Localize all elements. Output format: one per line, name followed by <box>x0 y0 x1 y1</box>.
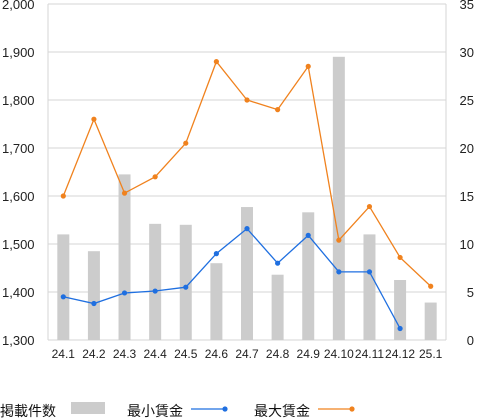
bar <box>394 280 407 340</box>
left-tick-label: 1,700 <box>2 141 35 156</box>
bar <box>179 224 192 340</box>
max-wage-point <box>275 107 281 113</box>
x-tick-label: 24.12 <box>385 347 415 361</box>
legend-label-max-wage: 最大賃金 <box>254 403 310 419</box>
max-wage-point <box>91 116 97 122</box>
legend-label-min-wage: 最小賃金 <box>127 403 183 419</box>
right-tick-label: 0 <box>467 333 474 348</box>
min-wage-point <box>275 260 281 266</box>
max-wage-point <box>305 63 311 69</box>
min-wage-point <box>336 269 342 275</box>
max-wage-point <box>336 237 342 243</box>
min-wage-point <box>305 232 311 238</box>
bar <box>363 234 376 340</box>
legend-label-bars: 掲載件数 <box>0 403 56 419</box>
min-wage-point <box>60 294 66 300</box>
right-tick-label: 25 <box>460 93 474 108</box>
left-tick-label: 1,600 <box>2 189 35 204</box>
bar <box>57 234 70 340</box>
bar <box>210 263 223 340</box>
x-tick-label: 24.10 <box>324 347 354 361</box>
legend-marker-min-wage <box>222 406 228 412</box>
right-tick-label: 15 <box>460 189 474 204</box>
bar <box>332 56 345 341</box>
min-wage-point <box>366 269 373 275</box>
x-tick-label: 25.1 <box>419 347 443 361</box>
x-tick-label: 24.1 <box>52 347 76 361</box>
x-tick-label: 24.5 <box>174 347 198 361</box>
bar <box>87 251 100 340</box>
right-tick-label: 35 <box>460 0 474 12</box>
bar <box>118 174 131 340</box>
x-tick-label: 24.9 <box>297 347 321 361</box>
max-wage-point <box>213 59 219 65</box>
bar <box>302 212 315 340</box>
left-tick-label: 1,400 <box>2 285 35 300</box>
min-wage-point <box>91 300 97 307</box>
x-tick-label: 24.3 <box>113 347 137 361</box>
bar <box>424 302 437 340</box>
max-wage-point <box>397 254 403 261</box>
line-series <box>60 59 434 332</box>
left-tick-label: 1,800 <box>2 93 35 108</box>
min-wage-line <box>63 227 401 329</box>
left-axis: 1,300 1,400 1,500 1,600 1,700 1,800 1,900 2,000 <box>2 0 35 348</box>
right-tick-label: 30 <box>460 45 474 60</box>
max-wage-point <box>60 193 66 199</box>
left-tick-label: 2,000 <box>2 0 35 12</box>
bar-series <box>57 56 437 341</box>
x-tick-label: 24.6 <box>205 347 229 361</box>
min-wage-point <box>121 290 128 296</box>
legend: 掲載件数 最小賃金 最大賃金 <box>0 402 355 419</box>
legend-marker-max-wage <box>349 406 355 412</box>
x-tick-label: 24.4 <box>143 347 167 361</box>
left-tick-label: 1,300 <box>2 333 35 348</box>
right-tick-label: 20 <box>460 141 474 156</box>
bar <box>149 223 162 340</box>
right-tick-label: 5 <box>467 285 474 300</box>
min-wage-point <box>152 288 158 294</box>
x-tick-label: 24.2 <box>82 347 106 361</box>
left-tick-label: 1,500 <box>2 237 35 252</box>
max-wage-point <box>366 203 373 210</box>
min-wage-point <box>183 284 189 290</box>
min-wage-point <box>397 325 403 332</box>
x-axis: 24.1 24.2 24.3 24.4 24.5 24.6 24.7 24.8 24.9 24.1… <box>52 347 443 361</box>
x-tick-label: 24.11 <box>355 347 384 361</box>
max-wage-point <box>183 140 189 146</box>
max-wage-point <box>244 97 250 103</box>
right-axis: 0 5 10 15 20 25 30 35 <box>460 0 474 348</box>
x-tick-label: 24.8 <box>266 347 290 361</box>
bar <box>271 274 284 340</box>
min-wage-point <box>244 226 250 232</box>
x-tick-label: 24.7 <box>235 347 259 361</box>
right-tick-label: 10 <box>460 237 474 252</box>
bar <box>241 207 253 340</box>
max-wage-point <box>428 283 434 289</box>
left-tick-label: 1,900 <box>2 45 35 60</box>
max-wage-point <box>121 190 128 196</box>
max-wage-point <box>152 174 158 180</box>
min-wage-point <box>213 251 219 257</box>
legend-swatch-bars <box>71 402 105 414</box>
